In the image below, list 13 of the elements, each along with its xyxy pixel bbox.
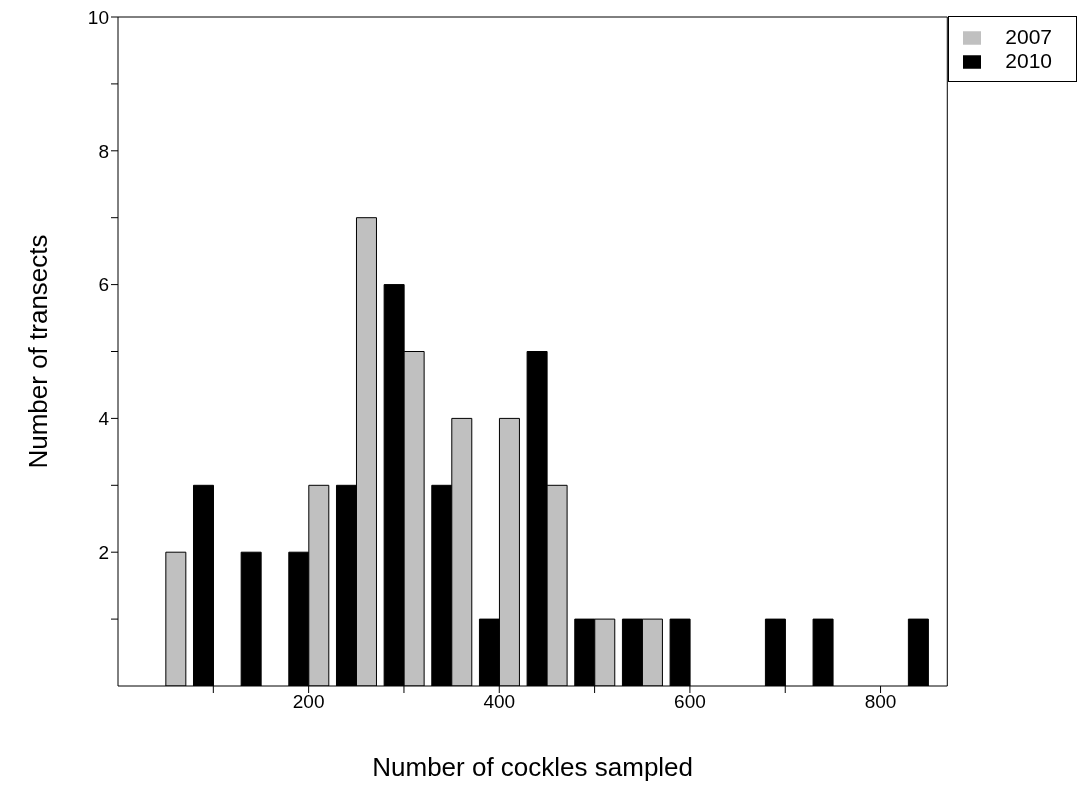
x-axis-title: Number of cockles sampled bbox=[372, 752, 694, 782]
legend-label: 2010 bbox=[1005, 49, 1052, 72]
x-tick-label: 200 bbox=[292, 691, 325, 713]
y-tick-label: 8 bbox=[98, 140, 109, 162]
x-tick-label: 600 bbox=[674, 691, 706, 713]
y-tick-label: 6 bbox=[98, 274, 109, 296]
x-tick-label: 800 bbox=[864, 691, 897, 713]
x-tick-label: 400 bbox=[483, 691, 516, 713]
y-tick-label: 2 bbox=[98, 541, 109, 563]
y-axis-title: Number of transects bbox=[23, 234, 54, 469]
y-tick-label: 4 bbox=[98, 408, 110, 430]
y-tick-label: 10 bbox=[87, 6, 109, 28]
legend-label: 2007 bbox=[1005, 25, 1052, 48]
